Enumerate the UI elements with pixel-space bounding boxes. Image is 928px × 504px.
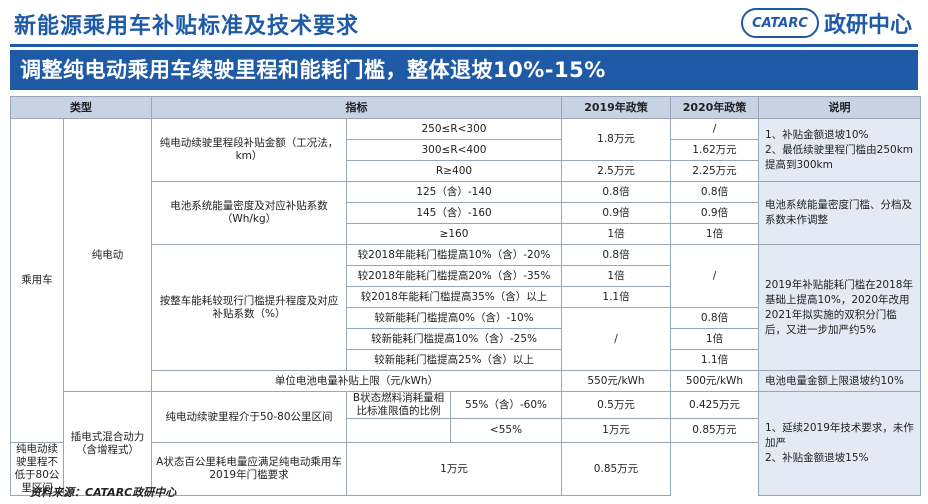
unit-p2019: 550元/kWh [561, 370, 671, 392]
energy-cond: 较新能耗门槛提高10%（含）-25% [346, 328, 562, 350]
energy-p2020: 0.8倍 [670, 307, 759, 329]
energy-p2019: 0.8倍 [561, 244, 671, 266]
phev-b-state-spacer [347, 419, 451, 442]
logo-text: 政研中心 [823, 13, 912, 38]
range-label: 纯电动续驶里程段补贴金额（工况法，km） [151, 118, 347, 182]
phev-b2-p2019: 1万元 [561, 418, 671, 443]
table-row: 按整车能耗较现行门槛提升程度及对应补贴系数（%） 较2018年能耗门槛提高10%… [11, 244, 921, 371]
phev-range-b: 纯电动续驶里程不低于80公里区间 [10, 442, 64, 496]
range-p2019: 2.5万元 [561, 160, 671, 182]
phev-b-state: B状态燃料消耗量相比标准限值的比例 [347, 392, 451, 418]
energy-cond: 较2018年能耗门槛提高35%（含）以上 [346, 286, 562, 308]
energy-p2019: 1.1倍 [561, 286, 671, 308]
energy-p2020: 1.1倍 [670, 349, 759, 371]
phev-b1: B状态燃料消耗量相比标准限值的比例 55%（含）-60% [346, 391, 562, 419]
density-cond: 125（含）-140 [346, 181, 562, 203]
table-row: 纯电动续驶里程不低于80公里区间 A状态百公里耗电量应满足纯电动乘用车2019年… [10, 442, 921, 496]
table-row: 145（含）-160 0.9倍 0.9倍 [11, 202, 921, 224]
unit-p2020: 500元/kWh [670, 370, 759, 392]
bev-label: 纯电动 [63, 118, 152, 392]
subsidy-table: 类型 指标 2019年政策 2020年政策 说明 乘用车 纯电动 纯电动续驶里程… [10, 96, 921, 496]
phev-b2-cond: <55% [489, 424, 523, 436]
phev-c-p2020: 0.85万元 [561, 442, 671, 496]
phev-c-p2019: 1万元 [346, 442, 562, 496]
energy-cond: 较2018年能耗门槛提高20%（含）-35% [346, 265, 562, 287]
page-title: 新能源乘用车补贴标准及技术要求 [14, 14, 360, 39]
phev-b1-cond: 55%（含）-60% [465, 398, 547, 411]
header-note: 说明 [758, 96, 921, 119]
density-cond: ≥160 [346, 223, 562, 245]
range-cond: R≥400 [346, 160, 562, 182]
header-type: 类型 [10, 96, 152, 119]
banner: 调整纯电动乘用车续驶里程和能耗门槛，整体退坡10%-15% [10, 50, 918, 90]
density-note: 电池系统能量密度门槛、分档及系数未作调整 [758, 181, 921, 245]
table-row: 较新能耗门槛提高25%（含）以上 1.1倍 [11, 349, 921, 371]
phev-a-state: A状态百公里耗电量应满足纯电动乘用车2019年门槛要求 [151, 442, 347, 496]
density-p2020: 0.8倍 [670, 181, 759, 203]
range-p2020: / [670, 118, 759, 140]
range-p2019: 1.8万元 [561, 118, 671, 161]
table-row: <55% 1万元 0.85万元 [11, 418, 921, 443]
energy-cond: 较新能耗门槛提高0%（含）-10% [346, 307, 562, 329]
phev-b2: <55% [346, 418, 562, 443]
energy-p2020: 1倍 [670, 328, 759, 350]
table-row: 插电式混合动力（含增程式） 纯电动续驶里程介于50-80公里区间 B状态燃料消耗… [11, 391, 921, 496]
energy-p2019: / [561, 307, 671, 371]
range-cond: 300≤R<400 [346, 139, 562, 161]
energy-p2019: 1倍 [561, 265, 671, 287]
unit-note: 电池电量金额上限退坡约10% [758, 370, 921, 392]
table-header-row: 类型 指标 2019年政策 2020年政策 说明 [10, 96, 921, 119]
energy-cond: 较2018年能耗门槛提高10%（含）-20% [346, 244, 562, 266]
phev-b1-p2019: 0.5万元 [561, 391, 671, 419]
title-divider [10, 44, 918, 47]
header-2019: 2019年政策 [561, 96, 671, 119]
table-row: ≥160 1倍 1倍 [11, 223, 921, 245]
range-p2020: 1.62万元 [670, 139, 759, 161]
density-p2020: 1倍 [670, 223, 759, 245]
table-row: 较2018年能耗门槛提高20%（含）-35% 1倍 [11, 265, 921, 287]
density-p2019: 0.9倍 [561, 202, 671, 224]
phev-b2-p2020: 0.85万元 [670, 418, 759, 443]
table-row: 较2018年能耗门槛提高35%（含）以上 1.1倍 [11, 286, 921, 308]
energy-note: 2019年补贴能耗门槛在2018年基础上提高10%，2020年改用2021年拟实… [758, 244, 921, 371]
table-row: 单位电池电量补贴上限（元/kWh） 550元/kWh 500元/kWh 电池电量… [11, 370, 921, 392]
source-footer: 资料来源：CATARC政研中心 [30, 486, 177, 499]
range-cond: 250≤R<300 [346, 118, 562, 140]
range-note: 1、补贴金额退坡10% 2、最低续驶里程门槛由250km提高到300km [758, 118, 921, 182]
density-cond: 145（含）-160 [346, 202, 562, 224]
table-row: 电池系统能量密度及对应补贴系数（Wh/kg） 125（含）-140 0.8倍 0… [11, 181, 921, 245]
energy-cond: 较新能耗门槛提高25%（含）以上 [346, 349, 562, 371]
header-indicator: 指标 [151, 96, 562, 119]
phev-range-a: 纯电动续驶里程介于50-80公里区间 [151, 391, 347, 443]
range-p2020: 2.25万元 [670, 160, 759, 182]
catarc-logo-icon: CATARC [740, 8, 819, 38]
density-p2020: 0.9倍 [670, 202, 759, 224]
density-label: 电池系统能量密度及对应补贴系数（Wh/kg） [151, 181, 347, 245]
density-p2019: 1倍 [561, 223, 671, 245]
density-p2019: 0.8倍 [561, 181, 671, 203]
phev-b1-p2020: 0.425万元 [670, 391, 759, 419]
phev-note: 1、延续2019年技术要求，未作加严 2、补贴金额退坡15% [758, 391, 921, 496]
header-2020: 2020年政策 [670, 96, 759, 119]
table-row: 乘用车 纯电动 纯电动续驶里程段补贴金额（工况法，km） 250≤R<300 1… [10, 118, 921, 443]
unit-label: 单位电池电量补贴上限（元/kWh） [151, 370, 562, 392]
phev-label: 插电式混合动力（含增程式） [63, 391, 152, 496]
logo: CATARC 政研中心 [740, 6, 912, 40]
energy-p2020: / [670, 244, 759, 308]
energy-label: 按整车能耗较现行门槛提升程度及对应补贴系数（%） [151, 244, 347, 371]
category-cell: 乘用车 [10, 118, 64, 443]
